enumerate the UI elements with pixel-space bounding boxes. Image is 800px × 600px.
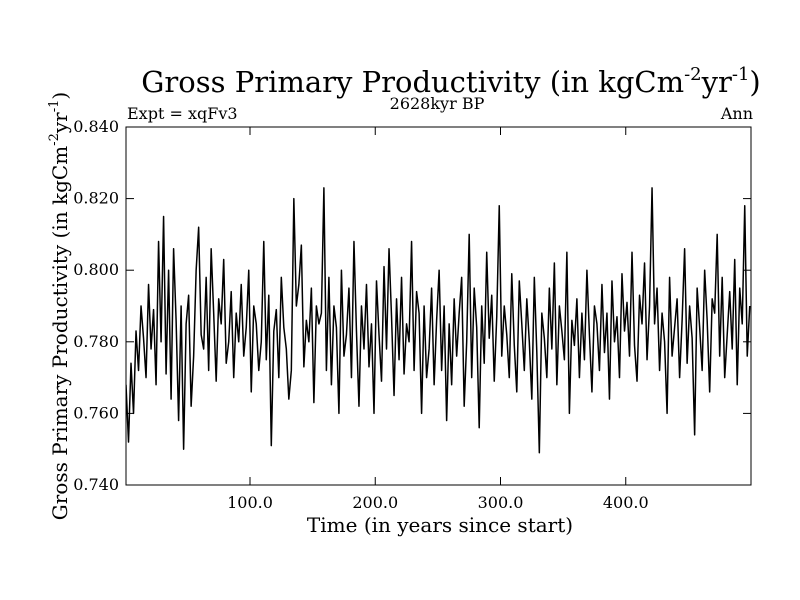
x-tick-label: 100.0 — [227, 493, 273, 512]
x-axis-ticks: 100.0 200.0 300.0 400.0 — [227, 127, 649, 512]
x-tick-label: 300.0 — [478, 493, 524, 512]
chart-title: Gross Primary Productivity (in kgCm-2yr-… — [141, 64, 761, 99]
experiment-label: Expt = xqFv3 — [127, 104, 238, 123]
x-axis-label: Time (in years since start) — [307, 513, 573, 537]
y-tick-label: 0.800 — [73, 260, 119, 279]
gpp-series-line — [126, 187, 751, 454]
x-tick-label: 400.0 — [603, 493, 649, 512]
season-label: Ann — [720, 104, 753, 123]
plot-frame — [125, 126, 752, 486]
y-tick-label: 0.740 — [73, 475, 119, 494]
y-tick-label: 0.820 — [73, 189, 119, 208]
y-axis-label: Gross Primary Productivity (in kgCm-2yr-… — [47, 92, 72, 520]
x-tick-label: 200.0 — [352, 493, 398, 512]
title-group: Gross Primary Productivity (in kgCm-2yr-… — [141, 64, 761, 99]
y-tick-label: 0.780 — [73, 332, 119, 351]
y-tick-label: 0.840 — [73, 117, 119, 136]
y-axis-ticks: 0.740 0.760 0.780 0.800 0.820 0.840 — [73, 117, 751, 494]
period-label: 2628kyr BP — [390, 94, 485, 113]
y-tick-label: 0.760 — [73, 403, 119, 422]
